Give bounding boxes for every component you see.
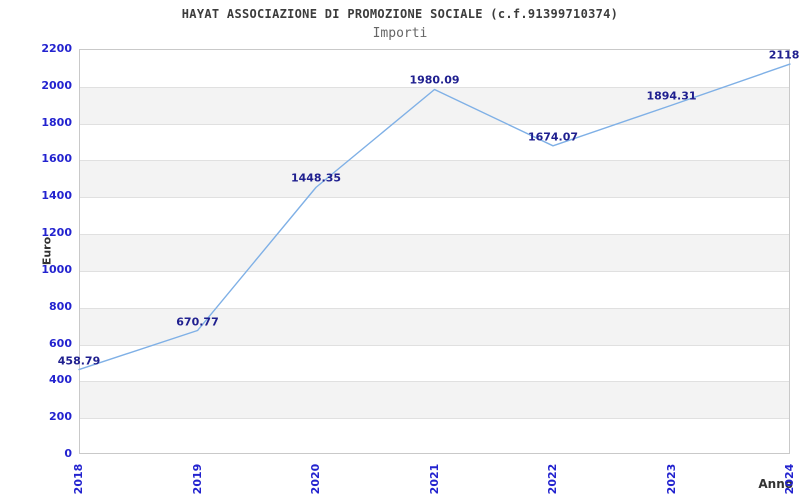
gridline (80, 197, 789, 198)
y-tick-label: 400 (49, 373, 72, 387)
x-tick-label: 2021 (427, 463, 441, 495)
y-tick-label: 2200 (41, 42, 72, 55)
x-tick-label: 2024 (783, 463, 796, 495)
gridline (80, 124, 789, 125)
gridline (80, 381, 789, 382)
y-tick-label: 600 (49, 336, 72, 350)
chart-title: HAYAT ASSOCIAZIONE DI PROMOZIONE SOCIALE… (181, 7, 619, 21)
plot-band (80, 381, 789, 419)
y-tick-label: 1800 (41, 115, 72, 129)
gridline (80, 418, 789, 419)
gridline (80, 87, 789, 88)
data-point-label: 1980.09 (409, 73, 460, 87)
gridline (80, 160, 789, 161)
y-tick-label: 800 (49, 299, 72, 313)
gridline (80, 271, 789, 272)
plot-band (80, 234, 789, 271)
x-tick-label: 2018 (72, 463, 85, 495)
y-tick-label: 1600 (41, 152, 72, 166)
y-tick-label: 200 (49, 410, 72, 424)
y-tick-label: 1400 (41, 189, 72, 203)
gridline (80, 345, 789, 346)
gridline (80, 234, 789, 235)
plot-area (79, 49, 790, 454)
y-axis-title: Euro (40, 236, 54, 266)
x-tick-label: 2022 (546, 463, 559, 495)
x-axis-title: Anno (758, 477, 793, 491)
y-tick-label: 0 (64, 447, 72, 460)
data-point-label: 1674.07 (527, 130, 579, 144)
y-tick-label: 2000 (41, 78, 72, 92)
data-point-label: 670.77 (176, 315, 219, 329)
data-point-label: 1448.35 (290, 171, 342, 185)
y-tick-label: 1000 (41, 262, 72, 276)
x-tick-label: 2020 (309, 463, 322, 495)
data-point-label: 458.79 (57, 354, 101, 368)
y-tick-label: 1200 (41, 226, 72, 240)
gridline (80, 308, 789, 309)
chart-subtitle: Importi (372, 26, 428, 41)
data-point-label: 2118.2 (768, 48, 800, 62)
data-point-label: 1894.31 (646, 89, 697, 103)
plot-band (80, 160, 789, 198)
x-tick-label: 2019 (190, 463, 204, 495)
x-tick-label: 2023 (664, 463, 678, 495)
